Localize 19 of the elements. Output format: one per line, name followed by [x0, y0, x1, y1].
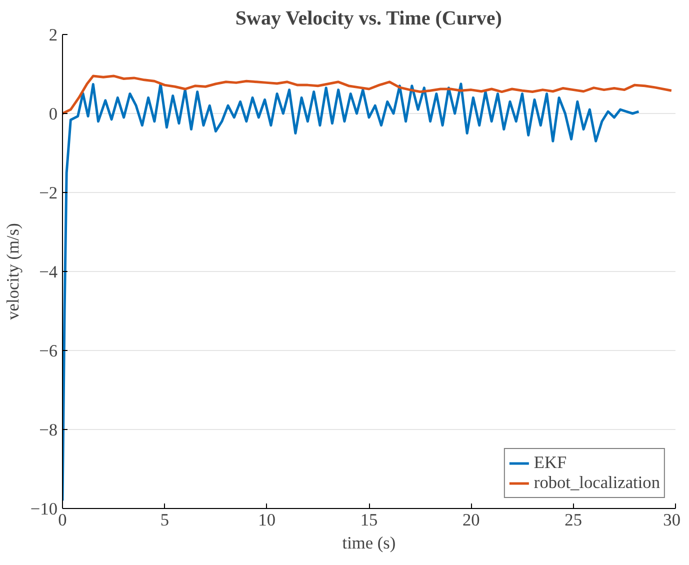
y-axis-title: velocity (m/s): [3, 222, 22, 320]
y-tick-label: −2: [39, 184, 58, 202]
y-tick-label: −6: [39, 342, 58, 360]
legend-label: robot_localization: [534, 473, 660, 493]
y-tick-label: −10: [30, 500, 58, 518]
x-tick-label: 25: [564, 510, 582, 530]
y-tick-label: −4: [39, 262, 58, 282]
x-axis-title: time (s): [342, 534, 396, 552]
y-tick-label: 0: [48, 104, 58, 124]
x-tick-label: 5: [160, 510, 170, 530]
y-tick-label: −8: [39, 420, 58, 440]
x-tick-label: 15: [360, 510, 378, 530]
x-tick-label: 20: [462, 510, 480, 530]
x-tick-label: 30: [663, 510, 680, 530]
line-series: [62, 74, 673, 115]
x-tick-label: 10: [258, 510, 276, 530]
chart-title: Sway Velocity vs. Time (Curve): [235, 8, 502, 30]
legend-label: EKF: [534, 453, 567, 473]
y-tick-label: 2: [48, 26, 58, 44]
